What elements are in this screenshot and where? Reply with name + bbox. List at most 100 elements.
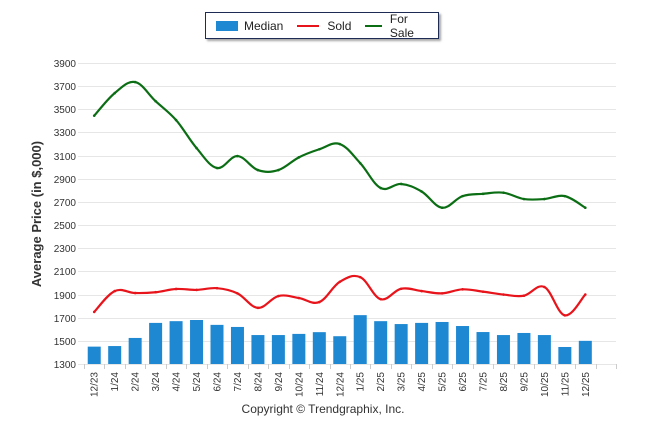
bar-median xyxy=(476,332,490,364)
x-tick-label: 12/24 xyxy=(335,372,346,397)
bar-median xyxy=(435,321,449,364)
point-sold xyxy=(92,310,96,314)
point-for-sale xyxy=(543,197,546,201)
x-tick-label: 11/24 xyxy=(315,372,326,397)
y-axis: 1300 1500 1700 1900 2100 2300 2500 2700 2900 3100… xyxy=(54,59,77,371)
x-tick-label: 7/25 xyxy=(479,372,490,392)
point-for-sale xyxy=(461,194,464,198)
point-sold xyxy=(399,287,403,291)
point-for-sale xyxy=(195,146,198,150)
point-sold xyxy=(318,300,321,304)
copyright-text: Copyright © Trendgraphix, Inc. xyxy=(241,402,405,416)
y-tick-label: 1500 xyxy=(54,337,77,348)
median-swatch xyxy=(216,20,238,31)
point-sold xyxy=(174,287,178,291)
gridlines xyxy=(78,63,616,365)
bar-median xyxy=(333,336,347,364)
x-tick-label: 3/25 xyxy=(397,372,408,392)
x-tick-label: 8/24 xyxy=(253,372,264,392)
y-tick-label: 3900 xyxy=(54,59,77,70)
y-tick-label: 3500 xyxy=(54,105,77,116)
point-sold xyxy=(297,296,301,300)
point-for-sale xyxy=(399,182,403,186)
bar-median xyxy=(128,337,142,364)
bar-median xyxy=(230,326,244,364)
legend-item-for-sale[interactable]: For Sale xyxy=(365,12,424,40)
bar-median xyxy=(190,320,204,364)
bar-median xyxy=(292,333,306,364)
bar-median xyxy=(456,326,470,364)
point-for-sale xyxy=(174,118,178,122)
x-tick-label: 7/24 xyxy=(233,372,244,392)
x-tick-label: 6/24 xyxy=(213,372,224,392)
bar-median xyxy=(496,335,510,364)
y-tick-label: 2100 xyxy=(54,267,77,278)
bar-median xyxy=(578,340,592,364)
point-for-sale xyxy=(379,186,382,190)
point-for-sale xyxy=(133,80,137,84)
bar-median xyxy=(87,346,101,364)
x-tick-label: 12/23 xyxy=(90,372,101,397)
x-tick-label: 2/25 xyxy=(376,372,387,392)
x-tick-label: 9/24 xyxy=(274,372,285,392)
point-sold xyxy=(154,290,157,294)
point-sold xyxy=(461,288,464,291)
point-for-sale xyxy=(502,191,505,194)
point-sold xyxy=(420,289,423,293)
point-for-sale xyxy=(236,154,239,158)
point-for-sale xyxy=(277,168,280,172)
point-for-sale xyxy=(154,99,157,103)
point-sold xyxy=(563,314,567,317)
point-sold xyxy=(215,286,219,290)
y-tick-label: 3100 xyxy=(54,152,77,163)
median-bars xyxy=(87,315,592,364)
x-tick-label: 11/25 xyxy=(560,372,571,397)
point-for-sale xyxy=(256,168,260,172)
point-for-sale xyxy=(584,206,587,210)
bar-median xyxy=(251,335,265,364)
point-for-sale xyxy=(318,147,321,151)
point-for-sale xyxy=(420,190,423,193)
x-tick-label: 3/24 xyxy=(151,372,162,392)
y-axis-label: Average Price (in $,000) xyxy=(29,141,44,287)
point-sold xyxy=(481,290,485,293)
series-lines xyxy=(92,80,587,317)
legend-label-median: Median xyxy=(244,18,284,33)
point-for-sale xyxy=(113,91,116,95)
point-for-sale xyxy=(338,142,342,146)
point-sold xyxy=(113,289,116,293)
x-tick-label: 1/24 xyxy=(110,372,121,392)
x-tick-label: 10/24 xyxy=(294,372,305,397)
bar-median xyxy=(517,332,531,364)
x-tick-label: 5/25 xyxy=(438,372,449,392)
x-tick-label: 1/25 xyxy=(356,372,367,392)
point-sold xyxy=(379,297,382,301)
legend-item-sold[interactable]: Sold xyxy=(297,19,351,33)
for-sale-swatch xyxy=(365,24,382,27)
x-tick-label: 4/24 xyxy=(172,372,183,392)
legend-item-median[interactable]: Median xyxy=(216,19,283,33)
point-for-sale xyxy=(358,161,362,165)
bar-median xyxy=(394,324,408,364)
y-tick-label: 2900 xyxy=(54,175,77,186)
y-tick-label: 1900 xyxy=(54,291,77,302)
x-axis: 12/23 1/24 2/24 3/24 4/24 5/24 6/24 7/24 8/24 9/2… xyxy=(84,364,617,397)
point-for-sale xyxy=(92,114,96,117)
legend-label-sold: Sold xyxy=(327,18,352,33)
bar-median xyxy=(108,346,122,364)
bar-median xyxy=(558,346,572,364)
y-tick-label: 2300 xyxy=(54,244,77,255)
bar-median xyxy=(353,315,367,364)
point-for-sale xyxy=(563,194,567,198)
x-tick-label: 8/25 xyxy=(499,372,510,392)
point-sold xyxy=(440,292,444,295)
x-tick-label: 10/25 xyxy=(540,372,551,397)
point-for-sale xyxy=(215,166,219,170)
y-tick-label: 2700 xyxy=(54,198,77,209)
point-for-sale xyxy=(297,156,301,159)
bar-median xyxy=(149,322,163,364)
bar-median xyxy=(169,321,183,364)
bar-median xyxy=(312,332,326,364)
x-tick-label: 12/25 xyxy=(581,372,592,397)
